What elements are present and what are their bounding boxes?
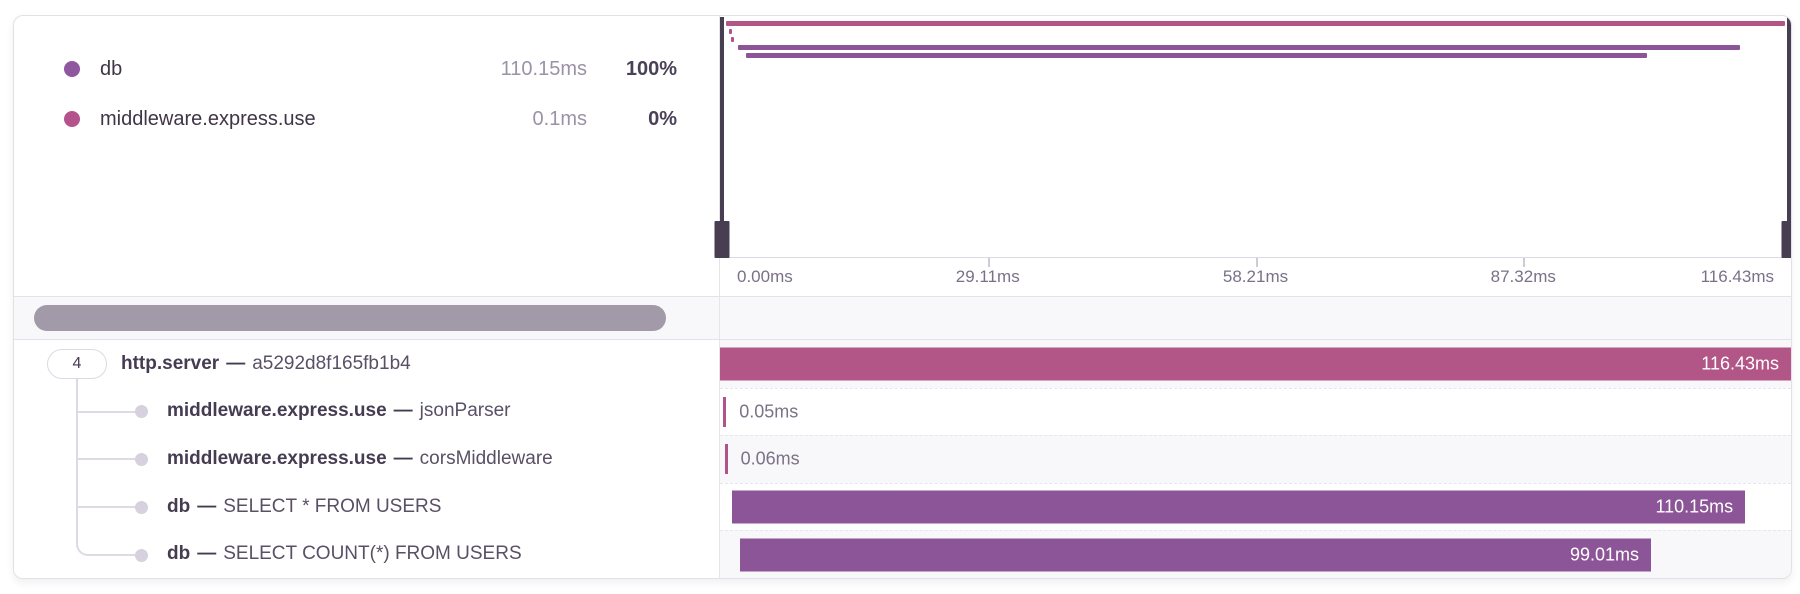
span-duration-label: 110.15ms <box>1655 496 1734 517</box>
span-name: middleware.express.use <box>167 447 387 469</box>
legend-color-dot <box>64 61 80 77</box>
legend-duration: 110.15ms <box>500 57 587 80</box>
span-duration-label: 0.05ms <box>739 401 799 422</box>
tree-node-dot <box>135 405 148 418</box>
minimap-handle-left-grip[interactable] <box>714 221 730 258</box>
minimap-handle-right-grip[interactable] <box>1781 221 1791 258</box>
span-separator: — <box>393 400 413 422</box>
minimap[interactable] <box>714 16 1791 258</box>
tree-node-dot <box>135 549 148 562</box>
tree-node-dot <box>135 453 148 466</box>
minimap-handle-right[interactable] <box>1781 17 1791 258</box>
legend-label: db <box>100 57 123 80</box>
span-duration-label: 116.43ms <box>1701 353 1779 374</box>
axis-label-4: 116.43ms <box>1700 267 1774 286</box>
axis-label-0: 0.00ms <box>737 267 793 286</box>
trace-tree-labels: 4 http.server — a5292d8f165fb1b4 middlewar… <box>14 340 720 578</box>
span-duration-label: 99.01ms <box>1569 544 1639 565</box>
legend-label: middleware.express.use <box>100 107 316 130</box>
trace-tree-bars: 116.43ms 0.05ms 0.06ms 110.15ms <box>720 340 1791 578</box>
span-separator: — <box>197 495 217 517</box>
span-row-corsmiddleware[interactable]: 0.06ms <box>720 435 1791 483</box>
legend-item-middleware[interactable]: middleware.express.use 0.1ms 0% <box>14 94 719 144</box>
top-section: db 110.15ms 100% middleware.express.use … <box>14 16 1791 258</box>
span-name: middleware.express.use <box>167 400 387 422</box>
scrollbar-track[interactable] <box>14 297 720 339</box>
span-title: http.server — a5292d8f165fb1b4 <box>121 353 411 375</box>
tree-row-db-count[interactable]: db — SELECT COUNT(*) FROM USERS <box>14 530 719 578</box>
minimap-span-db-select <box>737 45 1740 50</box>
span-name: db <box>167 543 191 565</box>
span-separator: — <box>393 447 413 469</box>
scrollbar-row <box>14 297 1791 340</box>
axis-tick <box>1255 258 1258 267</box>
tree-row-db-select[interactable]: db — SELECT * FROM USERS <box>14 483 719 531</box>
span-tick-corsmiddleware[interactable] <box>724 444 728 475</box>
axis-tick <box>1523 258 1526 267</box>
span-row-db-count[interactable]: 99.01ms <box>720 530 1791 578</box>
minimap-span-corsmiddleware <box>730 37 734 42</box>
legend-item-db[interactable]: db 110.15ms 100% <box>14 44 719 94</box>
span-bar-http-server[interactable]: 116.43ms <box>720 347 1791 381</box>
span-detail: a5292d8f165fb1b4 <box>252 352 411 374</box>
tree-branch-line <box>77 411 137 413</box>
span-title: middleware.express.use — corsMiddleware <box>167 448 553 470</box>
span-detail: SELECT COUNT(*) FROM USERS <box>223 543 522 565</box>
span-title: db — SELECT COUNT(*) FROM USERS <box>167 543 522 565</box>
minimap-span-db-count <box>746 53 1647 58</box>
minimap-span-jsonparser <box>729 29 733 34</box>
legend-color-dot <box>64 111 80 127</box>
legend-percent: 0% <box>648 107 677 130</box>
time-axis: 0.00ms 29.11ms 58.21ms 87.32ms 116.43ms <box>720 258 1791 296</box>
minimap-handle-left[interactable] <box>714 17 730 258</box>
legend-duration: 0.1ms <box>532 107 587 130</box>
span-separator: — <box>197 543 217 565</box>
horizontal-scrollbar-thumb[interactable] <box>34 305 666 331</box>
legend-percent: 100% <box>625 57 677 80</box>
span-duration-label: 0.06ms <box>740 448 800 469</box>
axis-label-2: 58.21ms <box>1222 267 1289 286</box>
span-bar-db-select[interactable]: 110.15ms <box>731 490 1746 524</box>
span-title: db — SELECT * FROM USERS <box>167 496 441 518</box>
axis-label-1: 29.11ms <box>955 267 1020 286</box>
tree-node-dot <box>135 501 148 514</box>
minimap-lines <box>726 16 1785 257</box>
tree-corner-line <box>76 507 138 556</box>
axis-tick <box>987 258 990 267</box>
tree-row-http-server[interactable]: 4 http.server — a5292d8f165fb1b4 <box>14 340 719 388</box>
tree-branch-line <box>77 506 137 508</box>
tree-row-corsmiddleware[interactable]: middleware.express.use — corsMiddleware <box>14 435 719 483</box>
span-title: middleware.express.use — jsonParser <box>167 400 511 422</box>
time-axis-row: 0.00ms 29.11ms 58.21ms 87.32ms 116.43ms <box>14 258 1791 297</box>
span-tick-jsonparser[interactable] <box>723 396 727 427</box>
span-name: http.server <box>121 352 220 374</box>
axis-spacer <box>14 258 720 296</box>
axis-label-3: 87.32ms <box>1490 267 1556 286</box>
trace-card: db 110.15ms 100% middleware.express.use … <box>13 15 1792 579</box>
span-detail: corsMiddleware <box>419 447 553 469</box>
span-bar-db-count[interactable]: 99.01ms <box>740 538 1651 572</box>
span-row-db-select[interactable]: 110.15ms <box>720 482 1791 531</box>
span-separator: — <box>226 352 246 374</box>
span-name: db <box>167 495 191 517</box>
span-count-badge[interactable]: 4 <box>47 348 107 379</box>
trace-tree: 4 http.server — a5292d8f165fb1b4 middlewar… <box>14 340 1791 578</box>
legend-panel: db 110.15ms 100% middleware.express.use … <box>14 16 720 258</box>
tree-branch-line <box>77 458 137 460</box>
tree-trunk-line <box>76 379 78 507</box>
tree-row-jsonparser[interactable]: middleware.express.use — jsonParser <box>14 388 719 436</box>
span-detail: jsonParser <box>419 400 511 422</box>
minimap-span-http-server <box>726 21 1785 26</box>
span-detail: SELECT * FROM USERS <box>223 495 442 517</box>
span-row-http-server[interactable]: 116.43ms <box>720 340 1791 388</box>
span-row-jsonparser[interactable]: 0.05ms <box>720 387 1791 436</box>
